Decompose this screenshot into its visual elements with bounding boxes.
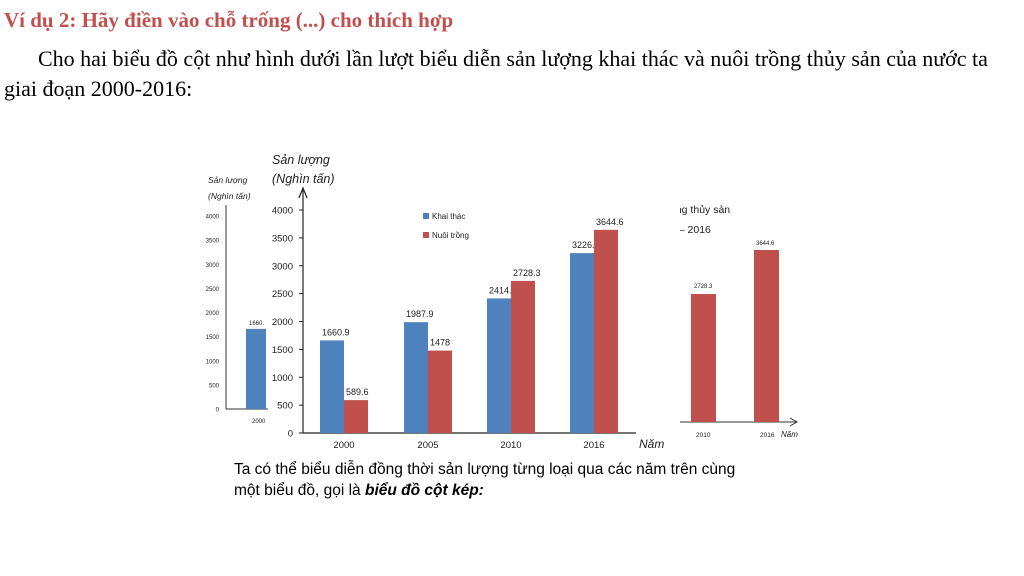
value-label-nuoi-trong-2005: 1478 xyxy=(430,338,450,348)
right-x-tick-2016: 2016 xyxy=(760,432,775,439)
right-x-axis-label: Năm xyxy=(781,430,798,439)
left-bar-2000 xyxy=(246,328,266,409)
main-x-tick-2000: 2000 xyxy=(333,440,354,451)
main-y-tick-label: 4000 xyxy=(272,206,293,217)
right-title-line-2: 0 – 2016 xyxy=(670,224,711,236)
bar-khai-thac-2005 xyxy=(404,322,428,433)
right-x-axis-arrow xyxy=(789,417,799,427)
left-bar-value-label: 1660. xyxy=(249,321,264,327)
legend-label-khai-thac: Khai thác xyxy=(432,212,465,221)
right-background-chart: ồng thủy sản 0 – 2016 2728.3 3644.6 2010… xyxy=(670,204,798,439)
value-label-nuoi-trong-2010: 2728.3 xyxy=(513,268,541,278)
left-background-chart: Sản lượng (Nghìn tấn) 0 500 1000 1500 2000 25… xyxy=(206,175,298,425)
bar-nuoi-trong-2010 xyxy=(511,280,535,433)
bar-khai-thac-2016 xyxy=(570,253,594,433)
value-label-khai-thac-2000: 1660.9 xyxy=(322,327,350,337)
left-y-tick-label: 2500 xyxy=(206,287,220,293)
left-y-tick-label: 500 xyxy=(209,383,220,389)
left-y-label-2: (Nghìn tấn) xyxy=(208,191,251,201)
main-y-axis-arrow xyxy=(298,186,308,199)
main-legend: Khai thác Nuôi trồng xyxy=(423,212,469,240)
right-x-tick-2010: 2010 xyxy=(696,432,711,439)
main-y-label-2: (Nghìn tấn) xyxy=(272,172,335,186)
bar-nuoi-trong-2005 xyxy=(428,350,452,433)
bar-khai-thac-2010 xyxy=(487,298,511,433)
left-y-tick-label: 4000 xyxy=(206,215,220,221)
legend-label-nuoi-trong: Nuôi trồng xyxy=(432,231,469,240)
bar-nuoi-trong-2000 xyxy=(344,400,368,433)
intro-paragraph: Cho hai biểu đồ cột như hình dưới lần lư… xyxy=(4,46,988,101)
left-y-tick-label: 3000 xyxy=(206,263,220,269)
left-y-tick-label: 3500 xyxy=(206,239,220,245)
main-x-tick-2005: 2005 xyxy=(417,440,438,451)
main-y-tick-label: 0 xyxy=(288,429,293,440)
right-title-line-1: ồng thủy sản xyxy=(670,204,730,216)
main-y-tick-label: 1500 xyxy=(272,345,293,356)
value-label-nuoi-trong-2000: 589.6 xyxy=(346,387,369,397)
right-value-label-2010: 2728.3 xyxy=(694,284,713,290)
main-y-label-1: Sản lượng xyxy=(272,153,330,167)
bar-khai-thac-2000 xyxy=(320,340,344,433)
caption-text: Ta có thể biểu diễn đồng thời sản lượng … xyxy=(234,461,736,499)
main-y-tick-label: 2500 xyxy=(272,289,293,300)
main-y-tick-label: 500 xyxy=(277,401,293,412)
bar-nuoi-trong-2016 xyxy=(594,229,618,433)
legend-swatch-nuoi-trong xyxy=(423,232,429,238)
left-y-label-1: Sản lượng xyxy=(208,175,248,185)
legend-swatch-khai-thac xyxy=(423,213,429,219)
left-y-tick-label: 2000 xyxy=(206,311,220,317)
caption: Ta có thể biểu diễn đồng thời sản lượng … xyxy=(234,459,754,501)
main-x-tick-2016: 2016 xyxy=(583,440,604,451)
value-label-khai-thac-2016: 3226.1 xyxy=(572,240,600,250)
main-x-axis-label: Năm xyxy=(639,437,664,451)
right-bar-2016 xyxy=(754,250,779,422)
value-label-khai-thac-2010: 2414.4 xyxy=(489,285,517,295)
left-y-tick-label: 1000 xyxy=(206,359,220,365)
main-y-tick-label: 3000 xyxy=(272,261,293,272)
value-label-khai-thac-2005: 1987.9 xyxy=(406,309,434,319)
right-value-label-2016: 3644.6 xyxy=(756,241,775,247)
main-x-tick-2010: 2010 xyxy=(500,440,521,451)
left-y-tick-label: 1500 xyxy=(206,335,220,341)
left-y-tick-label: 0 xyxy=(216,408,220,414)
main-y-tick-label: 2000 xyxy=(272,317,293,328)
right-bar-2010 xyxy=(691,294,716,422)
main-chart: Sản lượng (Nghìn tấn) Năm 0 500 1000 1500 20… xyxy=(268,153,680,454)
value-label-nuoi-trong-2016: 3644.6 xyxy=(596,217,624,227)
main-y-tick-label: 1000 xyxy=(272,373,293,384)
left-x-tick-2000: 2000 xyxy=(252,419,266,425)
caption-emphasis: biểu đồ cột kép: xyxy=(364,482,484,499)
main-y-tick-label: 3500 xyxy=(272,233,293,244)
slide-title: Ví dụ 2: Hãy điền vào chỗ trống (...) ch… xyxy=(4,8,454,32)
